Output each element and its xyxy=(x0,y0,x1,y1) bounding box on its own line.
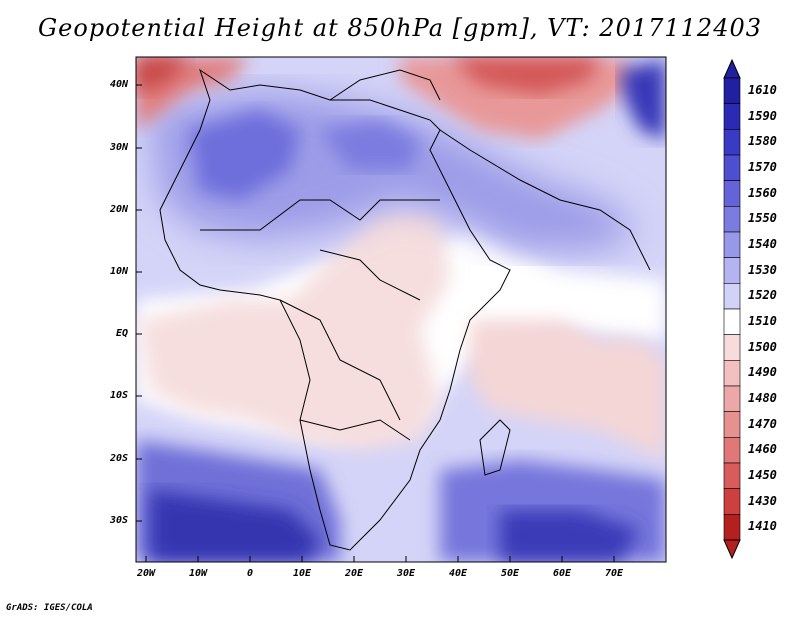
colorbar-label: 1580 xyxy=(748,134,777,149)
colorbar-swatch xyxy=(723,308,741,335)
colorbar-swatch xyxy=(723,437,741,464)
colorbar xyxy=(723,58,741,560)
colorbar-swatch xyxy=(723,488,741,515)
colorbar-swatch xyxy=(723,129,741,156)
lon-label: 50E xyxy=(500,568,520,579)
colorbar-swatch xyxy=(723,462,741,489)
colorbar-label: 1510 xyxy=(748,313,777,328)
lat-label: 20S xyxy=(109,453,128,464)
colorbar-label: 1480 xyxy=(748,390,777,405)
footer-credit: GrADS: IGES/COLA xyxy=(6,603,93,613)
lat-label: 40N xyxy=(109,79,128,90)
colorbar-label: 1550 xyxy=(748,211,777,226)
colorbar-swatch xyxy=(723,385,741,412)
map-frame xyxy=(135,56,667,563)
lat-label: EQ xyxy=(115,328,128,339)
colorbar-label: 1530 xyxy=(748,262,777,277)
colorbar-label: 1560 xyxy=(748,185,777,200)
lon-label: 10E xyxy=(292,568,312,579)
colorbar-swatch xyxy=(723,411,741,438)
colorbar-label: 1500 xyxy=(748,339,777,354)
lon-label: 30E xyxy=(396,568,416,579)
colorbar-swatch xyxy=(723,231,741,258)
colorbar-arrow-bottom xyxy=(723,539,741,560)
colorbar-swatch xyxy=(723,103,741,130)
lon-label: 40E xyxy=(448,568,468,579)
colorbar-swatch xyxy=(723,206,741,233)
lon-label: 20E xyxy=(344,568,364,579)
lat-label: 20N xyxy=(109,204,128,215)
map-title: Geopotential Height at 850hPa [gpm], VT:… xyxy=(38,14,762,42)
colorbar-swatch xyxy=(723,360,741,387)
colorbar-label: 1610 xyxy=(748,82,777,97)
axis-ticks xyxy=(136,84,615,562)
coastlines xyxy=(159,68,651,551)
colorbar-swatch xyxy=(723,180,741,207)
lon-label: 10W xyxy=(188,568,208,579)
colorbar-swatch xyxy=(723,154,741,181)
colorbar-label: 1540 xyxy=(748,236,777,251)
colorbar-label: 1450 xyxy=(748,467,777,482)
colorbar-label: 1430 xyxy=(748,493,777,508)
lat-label: 30S xyxy=(109,515,128,526)
colorbar-label: 1590 xyxy=(748,108,777,123)
colorbar-swatch xyxy=(723,77,741,104)
lat-label: 10S xyxy=(109,390,128,401)
lat-label: 30N xyxy=(109,142,128,153)
colorbar-swatch xyxy=(723,257,741,284)
colorbar-label: 1410 xyxy=(748,519,777,534)
lon-label: 20W xyxy=(136,568,156,579)
lon-label: 70E xyxy=(604,568,624,579)
colorbar-arrow-top xyxy=(723,58,741,79)
lon-label: 60E xyxy=(552,568,572,579)
colorbar-label: 1520 xyxy=(748,288,777,303)
colorbar-label: 1490 xyxy=(748,365,777,380)
colorbar-swatch xyxy=(723,283,741,310)
lon-label: 0 xyxy=(246,568,254,579)
colorbar-label: 1570 xyxy=(748,159,777,174)
colorbar-swatch xyxy=(723,334,741,361)
height-field xyxy=(136,57,666,562)
colorbar-label: 1470 xyxy=(748,416,777,431)
colorbar-swatch xyxy=(723,514,741,541)
lat-label: 10N xyxy=(109,266,128,277)
colorbar-label: 1460 xyxy=(748,442,777,457)
